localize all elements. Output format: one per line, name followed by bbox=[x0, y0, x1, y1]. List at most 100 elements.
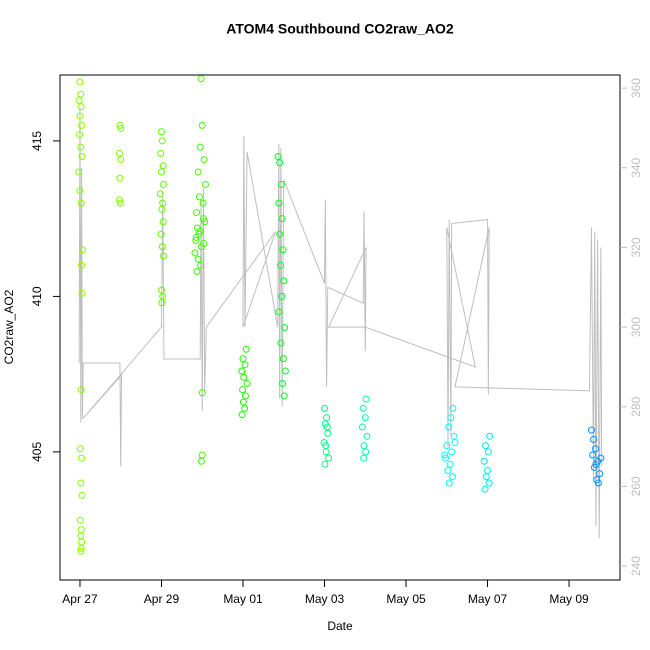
x-tick-label: Apr 27 bbox=[62, 592, 98, 606]
data-point bbox=[116, 121, 124, 129]
chart-title: ATOM4 Southbound CO2raw_AO2 bbox=[226, 21, 454, 37]
y-axis-label: CO2raw_AO2 bbox=[2, 289, 16, 364]
data-point bbox=[443, 442, 451, 450]
data-point bbox=[117, 156, 125, 164]
data-point bbox=[447, 414, 455, 422]
data-point bbox=[192, 233, 200, 241]
data-point bbox=[192, 236, 200, 244]
data-point bbox=[117, 124, 125, 132]
data-point bbox=[195, 193, 203, 201]
data-point bbox=[77, 103, 85, 111]
data-point bbox=[116, 174, 124, 182]
data-point bbox=[322, 442, 330, 450]
data-point bbox=[158, 205, 166, 213]
data-point bbox=[78, 454, 86, 462]
data-point bbox=[160, 252, 168, 260]
x-tick-label: May 09 bbox=[549, 592, 589, 606]
data-point bbox=[77, 479, 85, 487]
data-point bbox=[484, 467, 492, 475]
data-point bbox=[360, 442, 368, 450]
data-point bbox=[275, 199, 283, 207]
data-point bbox=[157, 128, 165, 136]
data-point bbox=[448, 448, 456, 456]
data-point bbox=[589, 451, 597, 459]
data-point bbox=[446, 460, 454, 468]
data-point bbox=[78, 246, 86, 254]
data-point bbox=[202, 180, 210, 188]
data-point bbox=[450, 432, 458, 440]
data-point bbox=[238, 367, 246, 375]
data-point bbox=[587, 426, 595, 434]
data-point bbox=[241, 361, 249, 369]
x-tick-label: May 05 bbox=[386, 592, 426, 606]
x-tick-label: May 07 bbox=[468, 592, 508, 606]
data-point bbox=[116, 199, 124, 207]
data-point bbox=[590, 435, 598, 443]
data-point bbox=[592, 460, 600, 468]
data-point bbox=[194, 255, 202, 263]
data-point bbox=[77, 90, 85, 98]
data-point bbox=[358, 423, 366, 431]
data-point bbox=[239, 355, 247, 363]
data-point bbox=[201, 218, 209, 226]
y-tick-label: 405 bbox=[30, 442, 44, 462]
data-point bbox=[78, 121, 86, 129]
data-point bbox=[75, 168, 83, 176]
y2-tick-label: 300 bbox=[629, 317, 643, 337]
data-point bbox=[158, 137, 166, 145]
data-point bbox=[442, 454, 450, 462]
data-point bbox=[157, 168, 165, 176]
data-point bbox=[76, 187, 84, 195]
data-point bbox=[362, 448, 370, 456]
data-point bbox=[157, 230, 165, 238]
data-point bbox=[441, 451, 449, 459]
data-point bbox=[77, 544, 85, 552]
data-point bbox=[444, 467, 452, 475]
data-point bbox=[361, 414, 369, 422]
data-point bbox=[76, 131, 84, 139]
data-point bbox=[359, 404, 367, 412]
data-point bbox=[277, 180, 285, 188]
data-point bbox=[242, 345, 250, 353]
data-point bbox=[279, 246, 287, 254]
data-point bbox=[78, 261, 86, 269]
data-point bbox=[279, 355, 287, 363]
data-point bbox=[198, 451, 206, 459]
data-point bbox=[597, 454, 605, 462]
y-tick-label: 415 bbox=[30, 131, 44, 151]
data-point bbox=[323, 414, 331, 422]
data-point bbox=[196, 143, 204, 151]
data-point bbox=[157, 149, 165, 157]
data-point bbox=[156, 190, 164, 198]
data-point bbox=[193, 208, 201, 216]
data-point bbox=[159, 218, 167, 226]
x-tick-label: Apr 29 bbox=[144, 592, 180, 606]
data-point bbox=[325, 454, 333, 462]
data-point bbox=[281, 324, 289, 331]
y2-tick-label: 280 bbox=[629, 396, 643, 416]
data-point bbox=[191, 249, 199, 257]
data-point bbox=[481, 485, 489, 493]
data-point bbox=[240, 373, 248, 381]
data-point bbox=[484, 448, 492, 456]
data-point bbox=[198, 121, 206, 129]
data-point bbox=[449, 404, 457, 412]
data-point bbox=[76, 112, 84, 120]
data-point bbox=[274, 152, 282, 160]
data-point bbox=[200, 156, 208, 164]
data-point bbox=[76, 78, 84, 86]
data-point bbox=[594, 479, 602, 487]
data-point bbox=[279, 379, 287, 387]
data-point bbox=[200, 240, 208, 248]
data-point bbox=[199, 215, 207, 223]
data-point bbox=[199, 199, 207, 207]
data-point bbox=[78, 491, 86, 499]
data-point bbox=[160, 180, 168, 188]
data-point bbox=[445, 479, 453, 487]
x-tick-label: May 03 bbox=[305, 592, 345, 606]
data-point bbox=[323, 423, 331, 431]
data-point bbox=[363, 432, 371, 440]
data-point bbox=[78, 152, 86, 160]
data-point bbox=[78, 538, 86, 546]
data-point bbox=[321, 460, 329, 468]
